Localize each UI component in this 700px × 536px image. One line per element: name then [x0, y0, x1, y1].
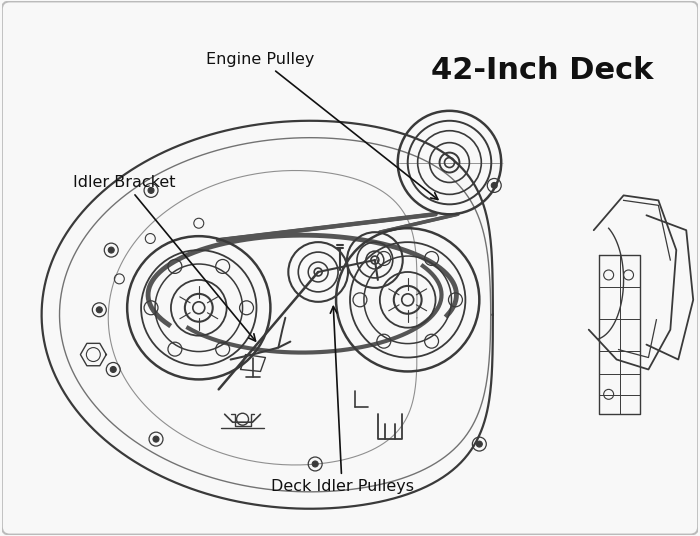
Circle shape — [108, 247, 114, 253]
Text: Idler Bracket: Idler Bracket — [74, 175, 256, 341]
Circle shape — [491, 182, 497, 189]
Circle shape — [476, 441, 482, 447]
Text: Engine Pulley: Engine Pulley — [206, 51, 438, 199]
Text: Deck Idler Pulleys: Deck Idler Pulleys — [270, 307, 414, 494]
Circle shape — [110, 367, 116, 373]
Circle shape — [153, 436, 159, 442]
Circle shape — [148, 188, 154, 193]
Text: 42-Inch Deck: 42-Inch Deck — [431, 56, 653, 85]
Circle shape — [312, 461, 318, 467]
Circle shape — [97, 307, 102, 313]
